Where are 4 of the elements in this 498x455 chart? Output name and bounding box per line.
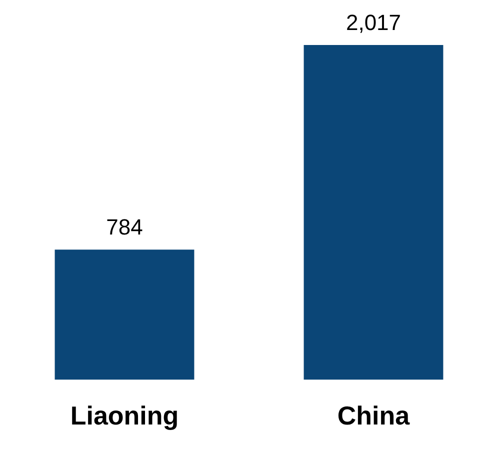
x-tick-label: China (337, 400, 410, 431)
data-label: 2,017 (346, 10, 402, 36)
data-label: 784 (106, 214, 143, 240)
x-tick-label: Liaoning (70, 400, 179, 431)
